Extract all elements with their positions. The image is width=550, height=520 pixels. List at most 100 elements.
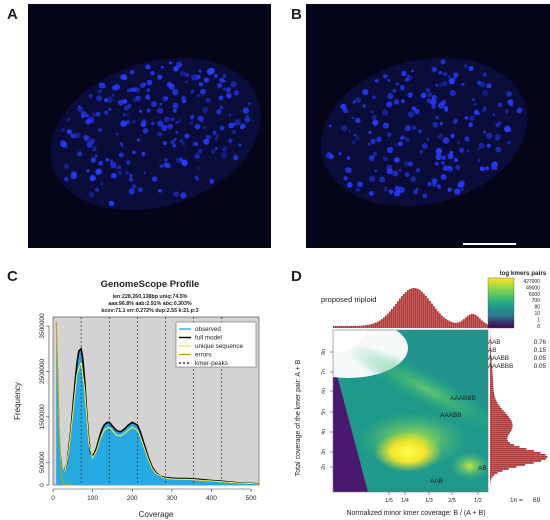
- top-hist-bar: [449, 321, 451, 328]
- gs-subtitle-3: kcov:71.1 err:0.272% dup:2.55 k:21 p:3: [101, 308, 198, 314]
- chromocenter-dot: [89, 175, 96, 182]
- chromocenter-dot: [136, 138, 140, 142]
- chromocenter-dot: [394, 185, 400, 191]
- label-aaabbb: AAABBB: [450, 395, 476, 402]
- gs-xtick-label: 500: [246, 495, 257, 502]
- chromocenter-dot: [455, 165, 461, 171]
- chromocenter-dot: [172, 108, 177, 113]
- right-hist-bar: [490, 454, 546, 456]
- chromocenter-dot: [471, 97, 476, 102]
- chromocenter-dot: [436, 184, 441, 188]
- chromocenter-dot: [443, 105, 449, 111]
- chromocenter-dot: [429, 98, 437, 105]
- right-hist-bar: [490, 358, 492, 360]
- chromocenter-dot: [121, 74, 128, 81]
- chromocenter-dot: [108, 200, 115, 207]
- chromocenter-dot: [395, 82, 400, 86]
- chromocenter-dot: [126, 88, 131, 93]
- chromocenter-dot: [143, 82, 147, 86]
- chromocenter-dot: [226, 93, 232, 99]
- chromocenter-dot: [486, 132, 493, 139]
- top-hist-bar: [371, 323, 373, 328]
- top-hist-bar: [459, 321, 461, 328]
- chromocenter-dot: [170, 117, 175, 122]
- chromocenter-dot: [420, 92, 427, 99]
- chromocenter-dot: [125, 170, 130, 175]
- gs-legend-label-2: unique sequence: [195, 343, 243, 350]
- chromocenter-dot: [66, 117, 71, 122]
- chromocenter-dot: [508, 100, 512, 104]
- chromocenter-dot: [70, 133, 76, 139]
- chromocenter-dot: [96, 95, 103, 102]
- chromocenter-dot: [386, 132, 392, 138]
- chromocenter-dot: [91, 112, 97, 117]
- chromocenter-dot: [244, 116, 251, 123]
- top-hist-bar: [407, 290, 409, 328]
- chromocenter-dot: [88, 191, 95, 198]
- chromocenter-dot: [370, 110, 374, 114]
- chromocenter-dot: [461, 187, 464, 191]
- chromocenter-dot: [401, 99, 405, 104]
- chromocenter-dot: [157, 120, 164, 127]
- chromocenter-dot: [179, 139, 183, 143]
- top-hist-bar: [361, 325, 363, 328]
- right-hist-bar: [490, 402, 498, 404]
- right-hist-bar: [490, 440, 508, 442]
- chromocenter-dot: [190, 89, 195, 94]
- right-hist-bar: [490, 360, 492, 362]
- chromocenter-dot: [94, 154, 98, 158]
- chromocenter-dot: [172, 143, 176, 148]
- chromocenter-dot: [161, 95, 168, 102]
- chromocenter-dot: [387, 146, 394, 154]
- chromocenter-dot: [111, 172, 117, 179]
- chromocenter-dot: [189, 114, 195, 120]
- chromocenter-dot: [146, 88, 151, 92]
- colorbar-tick-label: 0: [537, 324, 540, 330]
- chromocenter-dot: [119, 74, 126, 80]
- right-hist-bar: [490, 466, 517, 468]
- right-hist-bar: [490, 388, 494, 390]
- chromocenter-dot: [205, 134, 211, 140]
- chromocenter-dot: [185, 80, 188, 84]
- chromocenter-dot: [132, 120, 136, 124]
- chromocenter-dot: [478, 142, 485, 149]
- chromocenter-dot: [486, 83, 492, 89]
- series-full-model: [64, 347, 260, 485]
- chromocenter-dot: [427, 92, 432, 97]
- top-hist-bar: [469, 314, 471, 328]
- chromocenter-dot: [392, 170, 399, 177]
- top-histogram: [333, 288, 489, 328]
- chromocenter-dot: [346, 156, 351, 160]
- top-hist-bar: [343, 326, 345, 328]
- chromocenter-dot: [132, 150, 136, 155]
- chromocenter-dot: [173, 138, 177, 141]
- right-hist-bar: [490, 476, 493, 478]
- right-hist-bar: [490, 424, 513, 426]
- chromocenter-dot: [105, 158, 110, 162]
- chromocenter-dot: [86, 169, 90, 173]
- right-hist-bar: [490, 418, 511, 420]
- chromocenter-dot: [383, 187, 389, 192]
- chromocenter-dot: [461, 82, 465, 87]
- chromocenter-dot: [98, 128, 103, 133]
- right-hist-bar: [490, 442, 511, 444]
- proportion-name: AAABB: [488, 355, 509, 362]
- chromocenter-dot: [122, 99, 128, 104]
- top-hist-bar: [481, 320, 483, 328]
- chromocenter-dot: [108, 107, 112, 111]
- chromocenter-dot: [214, 147, 218, 150]
- chromocenter-dot: [388, 189, 394, 194]
- chromocenter-dot: [238, 143, 242, 148]
- chromocenter-dot: [203, 77, 210, 83]
- top-hist-bar: [383, 317, 385, 328]
- chromocenter-dot: [325, 152, 332, 159]
- proportion-name: AAABBB: [488, 363, 513, 370]
- right-hist-bar: [490, 450, 534, 452]
- chromocenter-dot: [453, 72, 459, 78]
- chromocenter-dot: [206, 68, 214, 75]
- chromocenter-dot: [127, 161, 130, 165]
- right-hist-bar: [490, 408, 502, 410]
- chromocenter-dot: [404, 160, 410, 166]
- smudge-xtick-label: 1/2: [474, 498, 482, 504]
- right-hist-bar: [490, 470, 503, 472]
